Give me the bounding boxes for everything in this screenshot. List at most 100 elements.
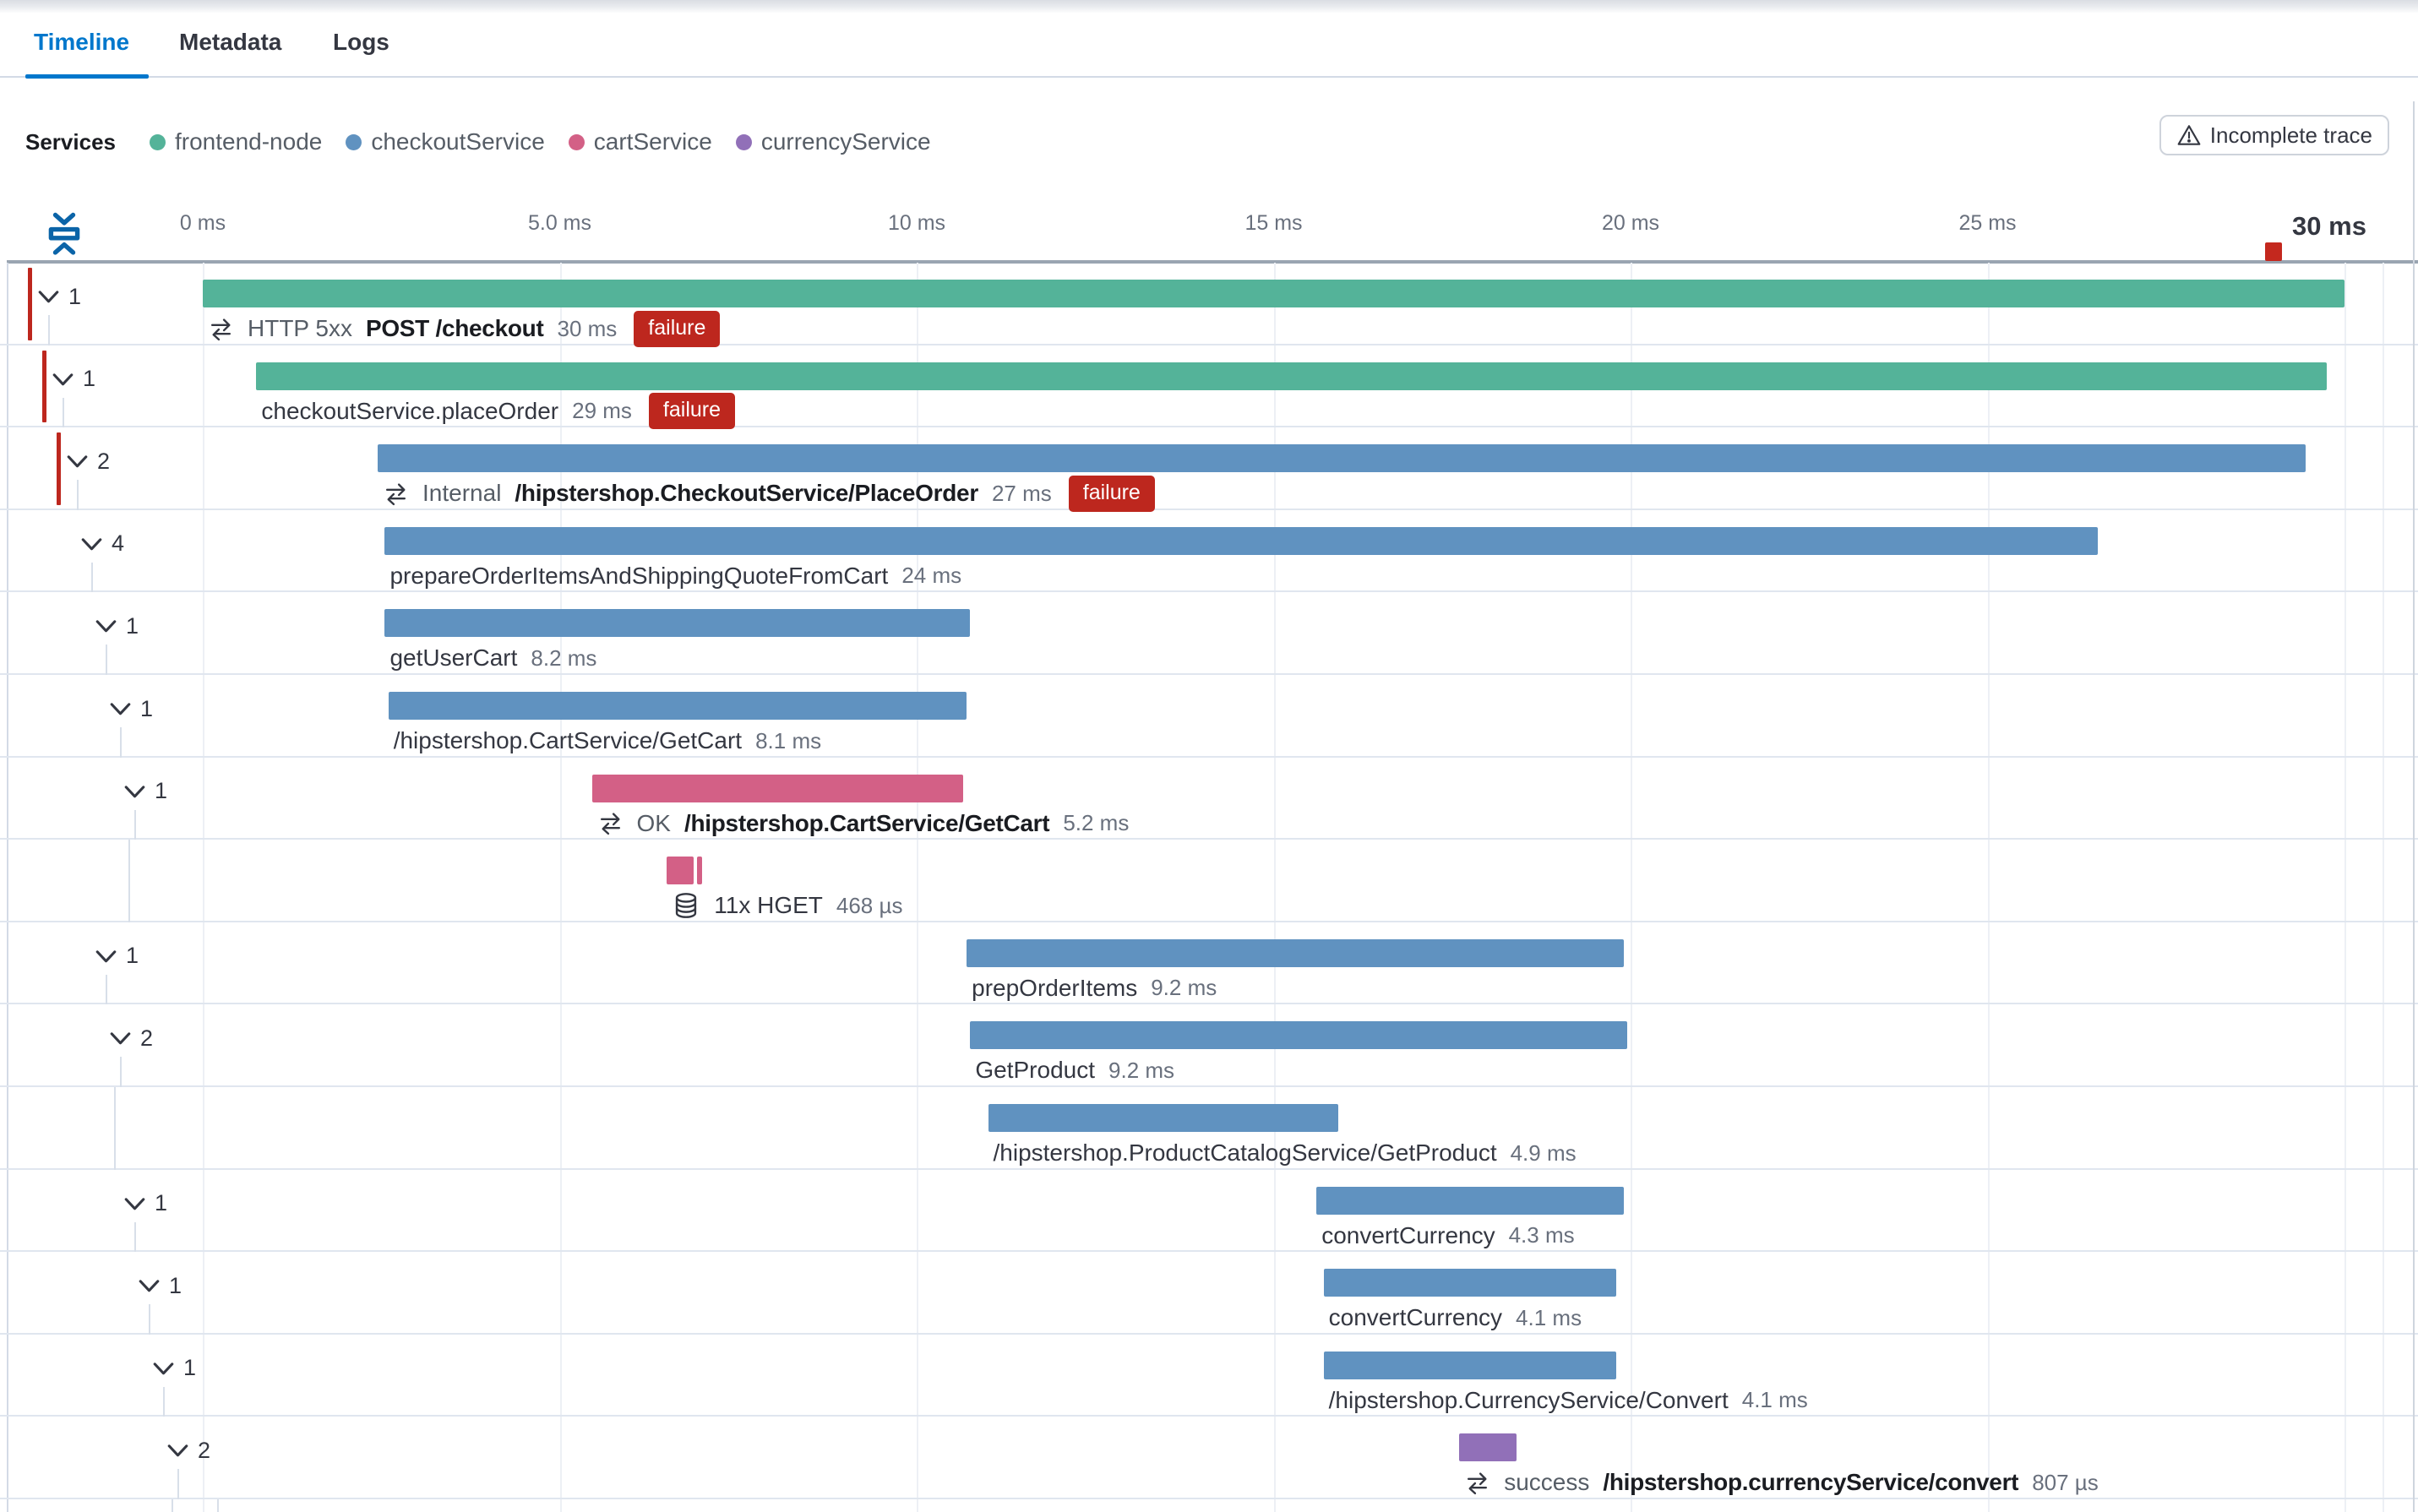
- services-legend: Services frontend-node checkoutService car…: [25, 123, 955, 160]
- legend-item-frontend-node: frontend-node: [149, 128, 323, 155]
- indent-guide: [77, 480, 79, 510]
- expand-toggle[interactable]: 2: [166, 1435, 210, 1466]
- indent-guide: [172, 1499, 173, 1512]
- child-count: 1: [183, 1355, 197, 1381]
- failure-badge: failure: [648, 393, 736, 430]
- indent-guide: [91, 562, 93, 593]
- span-bar-cartService[interactable]: [696, 857, 703, 885]
- error-indicator-bar: [57, 432, 61, 505]
- span-bar-checkoutService[interactable]: [384, 526, 2099, 555]
- span-bar-checkoutService[interactable]: [1316, 1186, 1624, 1215]
- span-bar-checkoutService[interactable]: [970, 1021, 1627, 1050]
- gridline: [1631, 263, 1632, 1512]
- span-bar-checkoutService[interactable]: [1323, 1351, 1617, 1379]
- child-count: 1: [155, 1190, 168, 1216]
- expand-toggle[interactable]: 1: [37, 281, 81, 312]
- expand-toggle[interactable]: 1: [52, 364, 95, 394]
- span-row-3: 2 Internal/hipstershop.CheckoutService/Pl…: [0, 427, 2418, 512]
- incomplete-trace-button[interactable]: Incomplete trace: [2159, 115, 2389, 155]
- span-title: convertCurrency: [1321, 1221, 1495, 1248]
- legend-dot-icon: [346, 133, 362, 150]
- tab-timeline[interactable]: Timeline: [34, 29, 130, 55]
- span-label: prepOrderItems 9.2 ms: [972, 971, 1217, 1005]
- expand-toggle[interactable]: 4: [80, 529, 124, 559]
- transaction-icon: [1464, 1470, 1490, 1496]
- gridline: [917, 263, 918, 1512]
- top-shadow: [0, 0, 2418, 14]
- legend-label: frontend-node: [174, 128, 323, 155]
- indent-guide: [63, 397, 64, 428]
- axis-tick-label: 10 ms: [887, 211, 946, 235]
- expand-toggle[interactable]: 1: [95, 941, 139, 971]
- span-row-6: 1/hipstershop.CartService/GetCart 8.1 ms: [0, 675, 2418, 758]
- legend-label: checkoutService: [371, 128, 545, 155]
- child-count: 2: [140, 1025, 154, 1051]
- error-indicator-bar: [28, 268, 32, 340]
- tab-metadata[interactable]: Metadata: [179, 29, 282, 55]
- axis-tick-label: 25 ms: [1958, 211, 2017, 235]
- span-label: Internal/hipstershop.CheckoutService/Pla…: [383, 475, 1155, 512]
- span-bar-checkoutService[interactable]: [384, 609, 971, 638]
- expand-toggle[interactable]: 2: [109, 1023, 153, 1053]
- child-count: 1: [126, 943, 139, 969]
- indent-guide: [120, 727, 122, 758]
- collapse-all-icon[interactable]: [44, 211, 86, 258]
- span-bar-checkoutService[interactable]: [988, 1104, 1338, 1132]
- expand-toggle[interactable]: 1: [138, 1270, 182, 1301]
- span-title: 11x HGET: [714, 892, 823, 919]
- span-bar-checkoutService[interactable]: [1323, 1269, 1617, 1297]
- waterfall: 1 HTTP 5xx POST /checkout 30 ms failure 1 chec…: [0, 263, 2418, 1512]
- span-bar-checkoutService[interactable]: [388, 692, 967, 720]
- span-title: /hipstershop.CurrencyService/Convert: [1328, 1386, 1729, 1413]
- expand-toggle[interactable]: 1: [152, 1353, 196, 1384]
- tab-bar-rule: [0, 76, 2418, 78]
- span-row-4: 4 prepareOrderItemsAndShippingQuoteFromCa…: [0, 510, 2418, 593]
- span-duration: 4.1 ms: [1516, 1304, 1582, 1330]
- span-bar-cartService[interactable]: [591, 774, 963, 802]
- span-label: success/hipstershop.currencyService/conv…: [1464, 1466, 2099, 1499]
- span-row-8: 11x HGET 468 µs: [0, 840, 2418, 922]
- span-bar-checkoutService[interactable]: [378, 444, 2306, 473]
- expand-toggle[interactable]: 1: [95, 611, 139, 641]
- tab-logs[interactable]: Logs: [333, 29, 389, 55]
- indent-guide: [128, 840, 130, 922]
- span-bar-cartService[interactable]: [667, 857, 694, 885]
- span-duration: 9.2 ms: [1151, 975, 1217, 1001]
- span-duration: 27 ms: [991, 480, 1052, 506]
- span-bar-frontend-node[interactable]: [203, 280, 2344, 307]
- trace-error-marker: [2264, 242, 2282, 261]
- span-duration: 8.1 ms: [755, 727, 822, 753]
- span-duration: 468 µs: [836, 892, 903, 918]
- span-label: prepareOrderItemsAndShippingQuoteFromCar…: [389, 559, 961, 593]
- expand-toggle[interactable]: 2: [66, 446, 110, 476]
- span-title: /hipstershop.CartService/GetCart: [683, 809, 1050, 836]
- indent-guide: [134, 809, 136, 840]
- indent-guide: [106, 645, 107, 675]
- transaction-icon: [383, 481, 409, 507]
- span-title: /hipstershop.currencyService/convert: [1603, 1469, 2019, 1496]
- child-count: 1: [68, 283, 82, 309]
- span-row-12: 1 convertCurrency 4.3 ms: [0, 1170, 2418, 1253]
- span-bar-checkoutService[interactable]: [967, 938, 1624, 967]
- axis-tick-label: 0 ms: [179, 211, 226, 235]
- axis-tick-label: 15 ms: [1244, 211, 1303, 235]
- indent-guide: [177, 1469, 179, 1499]
- timeline-top-border: [7, 260, 2418, 264]
- span-title: prepareOrderItemsAndShippingQuoteFromCar…: [389, 562, 889, 589]
- span-outcome: success: [1504, 1469, 1590, 1496]
- span-title: GetProduct: [975, 1057, 1096, 1084]
- span-bar-currencyService[interactable]: [1459, 1433, 1517, 1462]
- expand-toggle[interactable]: 1: [109, 693, 153, 724]
- waterfall-left-border: [7, 263, 8, 1512]
- legend-dot-icon: [149, 133, 166, 150]
- indent-guide: [48, 315, 50, 345]
- span-label: getUserCart 8.2 ms: [389, 641, 596, 675]
- span-label: checkoutService.placeOrder 29 ms failure: [261, 393, 736, 430]
- database-icon: [672, 891, 700, 920]
- span-label: convertCurrency 4.1 ms: [1329, 1301, 1582, 1335]
- child-count: 4: [112, 530, 125, 557]
- span-bar-frontend-node[interactable]: [256, 362, 2327, 390]
- expand-toggle[interactable]: 1: [123, 1188, 167, 1219]
- span-title: POST /checkout: [365, 315, 544, 341]
- expand-toggle[interactable]: 1: [123, 776, 167, 807]
